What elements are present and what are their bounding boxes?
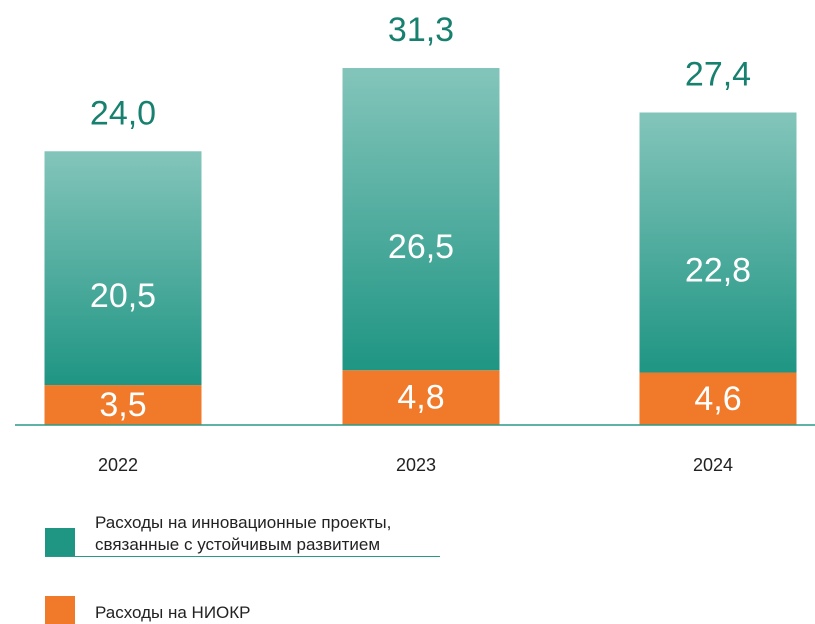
- total-label: 31,3: [388, 11, 454, 49]
- chart: 3,5 20,5 24,0 2022 4,8 26,5 31,3 2023 4,6 22,8 27,…: [15, 11, 815, 475]
- legend-item: Расходы на инновационные проекты, связан…: [45, 512, 440, 557]
- bar-segment: [44, 151, 202, 386]
- legend-item: Расходы на НИОКР: [45, 596, 440, 624]
- legend-swatch: [45, 596, 75, 624]
- legend-label: Расходы на НИОКР: [95, 603, 251, 622]
- value-label: 4,8: [397, 379, 444, 417]
- x-tick-label: 2024: [693, 455, 733, 475]
- value-label: 20,5: [90, 277, 156, 315]
- x-tick-label: 2023: [396, 455, 436, 475]
- total-label: 24,0: [90, 94, 156, 132]
- bar-segment: [342, 68, 500, 371]
- bar-segment: [639, 112, 797, 373]
- value-label: 4,6: [694, 380, 741, 418]
- value-label: 22,8: [685, 251, 751, 289]
- value-label: 26,5: [388, 228, 454, 266]
- value-label: 3,5: [99, 386, 146, 424]
- total-label: 27,4: [685, 55, 751, 93]
- legend-swatch: [45, 528, 75, 556]
- bar-segment: [44, 385, 202, 425]
- bar-segment: [342, 370, 500, 425]
- x-tick-label: 2022: [98, 455, 138, 475]
- legend-label: Расходы на инновационные проекты, связан…: [95, 513, 392, 554]
- bar-segment: [639, 372, 797, 425]
